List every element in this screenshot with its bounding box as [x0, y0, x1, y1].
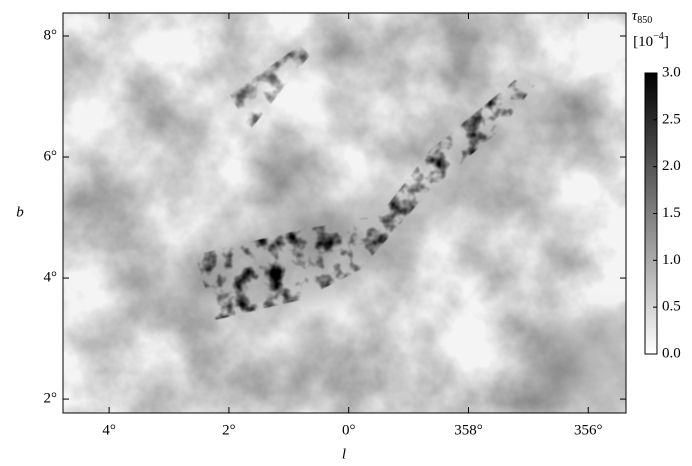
y-tick-label: 4° — [44, 269, 58, 285]
colorbar-tick-label: 0.0 — [662, 345, 681, 361]
x-tick-label: 358° — [454, 422, 483, 438]
colorbar-unit: [10−4] — [633, 31, 669, 50]
sky-map — [63, 13, 626, 413]
colorbar-label: τ850 — [632, 8, 652, 26]
colorbar-tick-label: 0.5 — [662, 299, 681, 315]
x-tick-label: 356° — [574, 422, 603, 438]
colorbar-tick-label: 2.0 — [662, 158, 681, 174]
x-axis-label: l — [342, 446, 346, 462]
y-tick-label: 8° — [44, 27, 58, 43]
plot-frame — [62, 12, 627, 414]
colorbar-tick-label: 1.5 — [662, 205, 681, 221]
y-tick-label: 2° — [44, 391, 58, 407]
colorbar-exponent: −4 — [653, 31, 664, 42]
colorbar-tick-label: 3.0 — [662, 64, 681, 80]
x-tick-label: 2° — [222, 422, 236, 438]
colorbar-symbol: τ — [632, 8, 638, 24]
colorbar-tick-label: 1.0 — [662, 252, 681, 268]
y-axis-label: b — [16, 204, 24, 220]
y-tick-label: 6° — [44, 148, 58, 164]
x-tick-label: 4° — [102, 422, 116, 438]
colorbar-unit-close: ] — [664, 34, 669, 50]
colorbar-tick-label: 2.5 — [662, 111, 681, 127]
colorbar-subscript: 850 — [637, 15, 652, 26]
colorbar-unit-open: [10 — [633, 34, 653, 50]
x-tick-label: 0° — [342, 422, 356, 438]
